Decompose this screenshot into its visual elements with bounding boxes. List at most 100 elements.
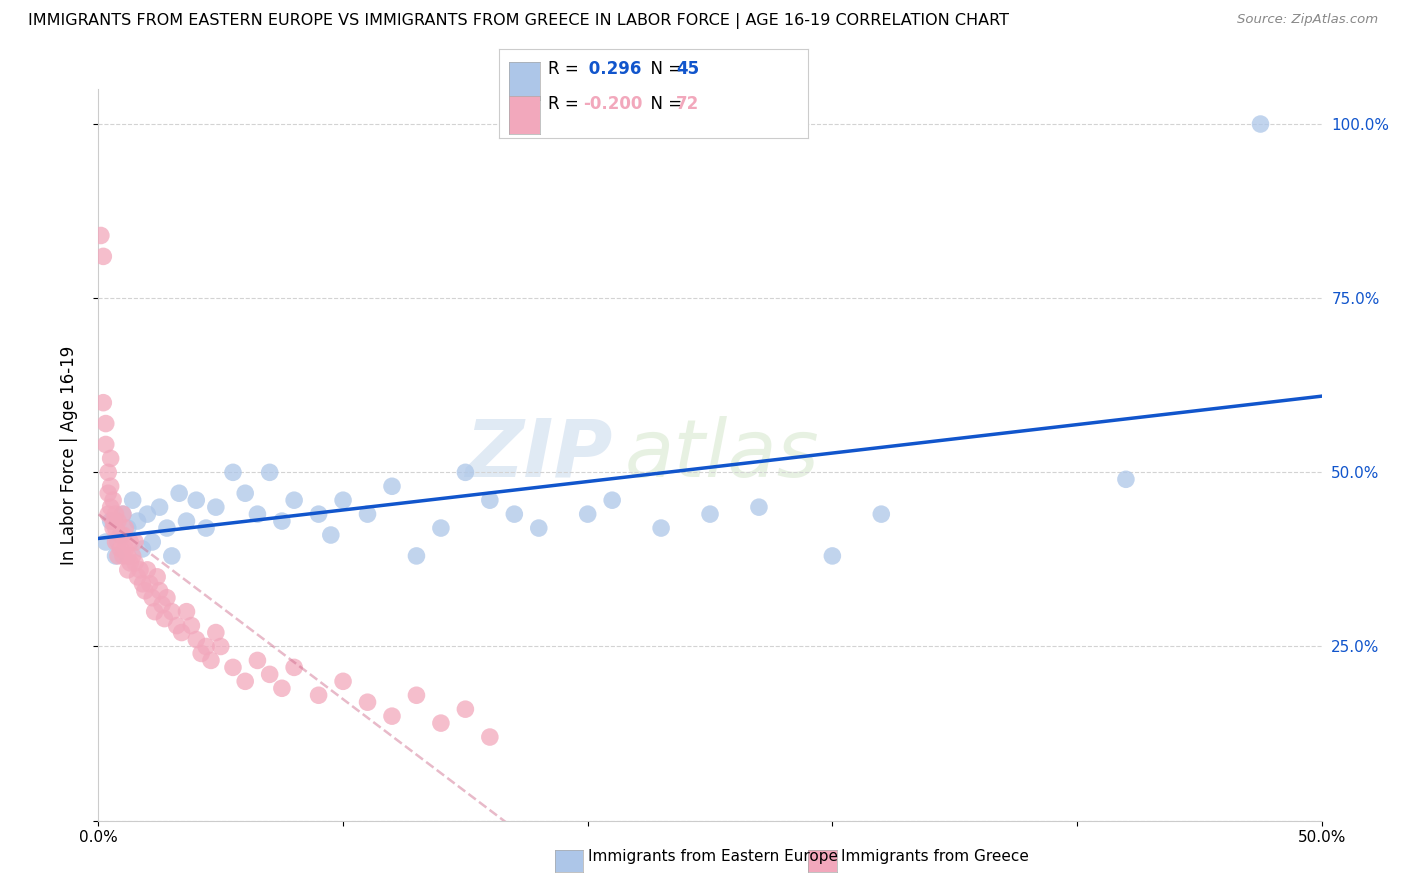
Point	[120, 535, 142, 549]
Point	[650, 521, 672, 535]
Point	[101, 521, 124, 535]
Text: Source: ZipAtlas.com: Source: ZipAtlas.com	[1237, 13, 1378, 27]
Point	[222, 466, 245, 480]
Point	[149, 583, 172, 598]
Point	[821, 549, 844, 563]
Point	[100, 514, 122, 528]
Point	[153, 612, 176, 626]
Point	[104, 549, 127, 563]
Point	[110, 528, 132, 542]
Point	[111, 549, 134, 563]
Point	[270, 681, 294, 696]
Point	[107, 549, 129, 563]
Text: IMMIGRANTS FROM EASTERN EUROPE VS IMMIGRANTS FROM GREECE IN LABOR FORCE | AGE 16: IMMIGRANTS FROM EASTERN EUROPE VS IMMIGR…	[28, 13, 1010, 29]
Y-axis label: In Labor Force | Age 16-19: In Labor Force | Age 16-19	[59, 345, 77, 565]
Point	[107, 535, 129, 549]
Point	[233, 486, 256, 500]
Point	[259, 466, 281, 480]
Text: R =: R =	[548, 95, 585, 113]
Point	[91, 395, 114, 409]
Point	[94, 437, 117, 451]
Point	[200, 653, 222, 667]
Point	[699, 507, 721, 521]
Point	[94, 417, 117, 431]
Text: atlas: atlas	[624, 416, 820, 494]
Point	[308, 507, 330, 521]
Point	[127, 514, 149, 528]
Point	[149, 500, 172, 515]
Text: N =: N =	[640, 95, 688, 113]
Text: 72: 72	[676, 95, 700, 113]
Point	[124, 556, 146, 570]
Point	[121, 549, 143, 563]
Text: N =: N =	[640, 60, 688, 78]
Point	[141, 591, 163, 605]
Point	[190, 647, 212, 661]
Point	[205, 500, 228, 515]
Point	[101, 493, 124, 508]
Point	[100, 479, 122, 493]
Point	[381, 479, 404, 493]
Point	[180, 618, 202, 632]
Point	[1249, 117, 1271, 131]
Point	[101, 514, 124, 528]
Point	[195, 521, 218, 535]
Point	[503, 507, 526, 521]
Text: ZIP: ZIP	[465, 416, 612, 494]
Point	[381, 709, 404, 723]
Point	[332, 493, 354, 508]
Point	[100, 451, 122, 466]
Point	[97, 507, 120, 521]
Point	[160, 549, 183, 563]
Point	[111, 507, 134, 521]
Point	[209, 640, 232, 654]
Point	[246, 507, 269, 521]
Point	[186, 632, 208, 647]
Point	[131, 576, 153, 591]
Point	[90, 228, 112, 243]
Point	[141, 535, 163, 549]
Point	[332, 674, 354, 689]
Point	[127, 570, 149, 584]
Point	[405, 688, 427, 702]
Point	[117, 521, 139, 535]
Point	[167, 486, 190, 500]
Point	[166, 618, 188, 632]
Point	[233, 674, 256, 689]
Point	[136, 563, 159, 577]
Point	[160, 605, 183, 619]
Point	[94, 535, 117, 549]
Point	[136, 507, 159, 521]
Point	[176, 605, 198, 619]
Point	[156, 591, 179, 605]
Point	[356, 507, 378, 521]
Point	[104, 521, 127, 535]
Point	[110, 541, 132, 556]
Point	[259, 667, 281, 681]
Point	[129, 563, 152, 577]
Point	[114, 541, 136, 556]
Point	[454, 702, 477, 716]
Point	[100, 500, 122, 515]
Point	[600, 493, 623, 508]
Text: 45: 45	[676, 60, 699, 78]
Point	[121, 493, 143, 508]
Point	[356, 695, 378, 709]
Point	[117, 549, 139, 563]
Point	[527, 521, 550, 535]
Point	[97, 466, 120, 480]
Point	[146, 570, 169, 584]
Point	[111, 507, 134, 521]
Point	[134, 583, 156, 598]
Point	[107, 514, 129, 528]
Point	[114, 521, 136, 535]
Point	[170, 625, 193, 640]
Point	[870, 507, 893, 521]
Point	[478, 493, 501, 508]
Point	[120, 556, 142, 570]
Point	[430, 521, 453, 535]
Point	[283, 493, 305, 508]
Point	[104, 535, 127, 549]
Point	[270, 514, 294, 528]
Point	[748, 500, 770, 515]
